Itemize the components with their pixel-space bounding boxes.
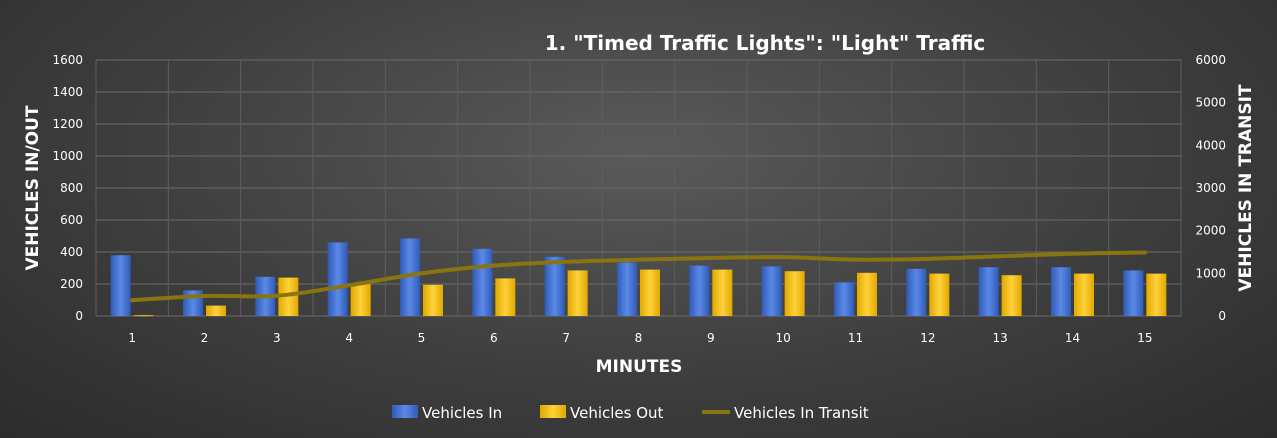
y2-tick-label: 4000 (1195, 138, 1226, 152)
y-tick-label: 1600 (52, 53, 83, 67)
x-tick-label: 11 (848, 331, 863, 345)
point-vehicles-in-transit (130, 298, 135, 303)
y2-tick-label: 3000 (1195, 181, 1226, 195)
bar-vehicles-out (784, 271, 805, 316)
bar-vehicles-in (617, 262, 637, 316)
bar-vehicles-in (110, 255, 131, 316)
y2-tick-label: 0 (1218, 309, 1226, 323)
legend: Vehicles In Vehicles Out Vehicles In Tra… (392, 404, 869, 422)
bar-vehicles-out (206, 305, 226, 316)
point-vehicles-in-transit (1070, 251, 1075, 256)
bar-vehicles-out (278, 277, 299, 316)
bar-vehicles-in (544, 256, 565, 316)
bar-series (110, 238, 1167, 317)
bar-vehicles-out (857, 272, 877, 316)
x-tick-label: 4 (345, 331, 353, 345)
y-tick-label: 1400 (52, 85, 83, 99)
x-tick-label: 12 (920, 331, 935, 345)
point-vehicles-in-transit (636, 257, 641, 262)
gridlines (95, 59, 1182, 317)
x-tick-label: 6 (490, 331, 498, 345)
x-tick-label: 10 (776, 331, 791, 345)
bar-vehicles-in (327, 242, 348, 316)
bar-vehicles-in (400, 238, 420, 316)
y-tick-label: 600 (60, 213, 83, 227)
chart-title: 1. "Timed Traffic Lights": "Light" Traff… (545, 31, 986, 55)
legend-swatch-vehicles-in (392, 405, 418, 418)
point-vehicles-in-transit (564, 259, 569, 264)
x-tick-label: 3 (273, 331, 281, 345)
legend-swatch-vehicles-out (540, 405, 566, 418)
point-vehicles-in-transit (419, 271, 424, 276)
x-axis-ticks: 1 2 3 4 5 6 7 8 9 10 11 12 13 14 15 (128, 331, 1152, 345)
x-tick-label: 2 (201, 331, 209, 345)
x-tick-label: 14 (1065, 331, 1080, 345)
bar-vehicles-out (350, 284, 371, 316)
y2-tick-label: 2000 (1195, 224, 1226, 238)
y-tick-label: 0 (75, 309, 83, 323)
point-vehicles-in-transit (853, 257, 858, 262)
bar-vehicles-out (929, 273, 950, 316)
point-vehicles-in-transit (781, 255, 786, 260)
bar-vehicles-in (689, 265, 710, 316)
legend-label-vehicles-out: Vehicles Out (570, 404, 664, 422)
point-vehicles-in-transit (347, 283, 352, 288)
x-tick-label: 15 (1137, 331, 1152, 345)
bar-vehicles-out (712, 269, 733, 316)
bar-vehicles-in (1123, 270, 1144, 316)
line-series (130, 250, 1147, 303)
y-tick-label: 1200 (52, 117, 83, 131)
y2-tick-label: 1000 (1195, 266, 1226, 280)
x-tick-label: 13 (993, 331, 1008, 345)
point-vehicles-in-transit (925, 256, 930, 261)
bar-vehicles-out (1074, 273, 1094, 316)
bar-vehicles-out (495, 278, 516, 316)
y2-tick-label: 5000 (1195, 96, 1226, 110)
bar-vehicles-out (1146, 273, 1167, 316)
y-tick-label: 200 (60, 277, 83, 291)
y-tick-label: 400 (60, 245, 83, 259)
point-vehicles-in-transit (708, 255, 713, 260)
x-tick-label: 9 (707, 331, 715, 345)
bar-vehicles-in (1051, 267, 1071, 316)
y-axis-ticks: 0 200 400 600 800 1000 1200 1400 1600 (52, 53, 83, 323)
y-tick-label: 1000 (52, 149, 83, 163)
bar-vehicles-in (906, 268, 927, 316)
x-tick-label: 7 (562, 331, 570, 345)
y-axis-title: VEHICLES IN/OUT (23, 105, 43, 270)
bar-vehicles-out (423, 284, 443, 316)
bar-vehicles-in (472, 248, 493, 316)
x-tick-label: 8 (635, 331, 643, 345)
y2-tick-label: 6000 (1195, 53, 1226, 67)
x-axis-title: MINUTES (596, 357, 683, 377)
bar-vehicles-in (761, 266, 782, 316)
legend-label-vehicles-in-transit: Vehicles In Transit (734, 404, 869, 422)
point-vehicles-in-transit (491, 263, 496, 268)
y2-axis-ticks: 0 1000 2000 3000 4000 5000 6000 (1195, 53, 1226, 323)
point-vehicles-in-transit (202, 293, 207, 298)
legend-label-vehicles-in: Vehicles In (422, 404, 502, 422)
bar-vehicles-out (567, 270, 588, 316)
x-tick-label: 1 (128, 331, 136, 345)
point-vehicles-in-transit (1142, 250, 1147, 255)
point-vehicles-in-transit (998, 254, 1003, 259)
bar-vehicles-out (640, 269, 660, 316)
x-tick-label: 5 (418, 331, 426, 345)
y2-axis-title: VEHICLES IN TRANSIT (1236, 84, 1256, 292)
bar-vehicles-in (834, 282, 854, 316)
bar-vehicles-in (978, 267, 999, 316)
point-vehicles-in-transit (274, 293, 279, 298)
bar-vehicles-out (133, 315, 154, 317)
y-tick-label: 800 (60, 181, 83, 195)
bar-vehicles-out (1001, 275, 1022, 316)
